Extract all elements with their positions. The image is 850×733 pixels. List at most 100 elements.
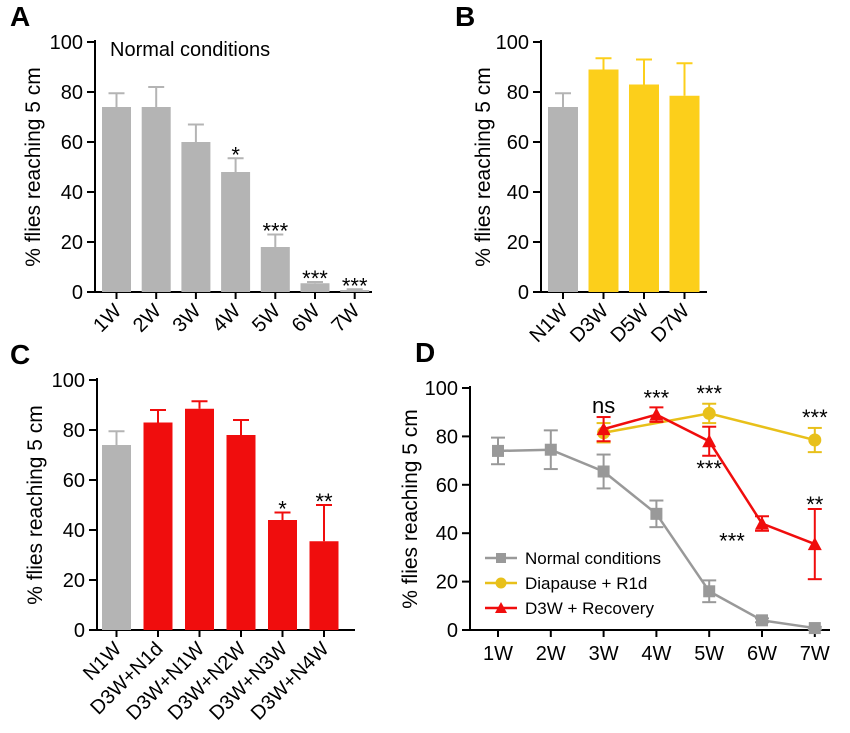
y-axis-label: % flies reaching 5 cm — [472, 67, 495, 267]
legend-marker — [495, 577, 507, 589]
significance-label: *** — [262, 219, 288, 244]
significance-label: *** — [802, 405, 828, 430]
panel-d: D 0 20 40 60 80 100% flies reaching 5 cm 1W 2W 3W… — [399, 337, 830, 665]
significance-label: * — [231, 142, 240, 167]
panel-letter: A — [10, 1, 30, 32]
panel-letter: B — [455, 1, 475, 32]
significance-label: ** — [315, 489, 333, 514]
legend-marker — [496, 553, 506, 563]
panel-a: A 0 20 40 60 80 100% flies reaching 5 cm 1W 2W 3W… — [10, 1, 372, 337]
bar — [300, 283, 330, 292]
significance-label: *** — [719, 528, 745, 553]
y-tick-label: 80 — [63, 420, 85, 442]
bar — [143, 422, 173, 630]
y-tick-label: 40 — [61, 182, 83, 204]
panel-letter: D — [415, 337, 435, 368]
x-tick-label: 1W — [89, 300, 126, 337]
panel-b: B 0 20 40 60 80 100% flies reaching 5 cm N1WD3W… — [455, 1, 707, 347]
x-tick-label: 6W — [288, 300, 325, 337]
bar — [260, 247, 290, 292]
x-tick-label: 5W — [694, 643, 724, 665]
y-tick-label: 40 — [436, 523, 458, 545]
bar — [309, 541, 339, 630]
y-tick-label: 80 — [436, 426, 458, 448]
bar — [181, 142, 211, 292]
y-tick-label: 60 — [436, 475, 458, 497]
y-tick-label: 20 — [436, 572, 458, 594]
bar — [221, 172, 251, 292]
x-tick-label: 3W — [589, 643, 619, 665]
bar — [102, 445, 131, 630]
legend-label: Diapause + R1d — [525, 574, 647, 593]
bar — [629, 84, 659, 292]
x-tick-label: D5W — [607, 300, 654, 347]
y-tick-label: 20 — [507, 232, 529, 254]
y-tick-label: 100 — [52, 370, 85, 392]
y-tick-label: 60 — [63, 470, 85, 492]
significance-label: ns — [592, 393, 615, 418]
y-tick-label: 60 — [507, 132, 529, 154]
x-tick-label: 2W — [129, 300, 166, 337]
data-point — [597, 465, 610, 478]
x-tick-label: N1W — [526, 300, 573, 347]
bar — [669, 95, 700, 292]
bar — [141, 107, 171, 292]
panel-letter: C — [10, 339, 30, 370]
x-tick-label: 7W — [327, 300, 364, 337]
y-tick-label: 100 — [50, 32, 83, 54]
y-tick-label: 60 — [61, 132, 83, 154]
data-point — [808, 433, 822, 447]
bar — [102, 107, 131, 292]
bar — [588, 69, 619, 292]
y-tick-label: 0 — [447, 620, 458, 642]
y-tick-label: 80 — [507, 82, 529, 104]
y-tick-label: 100 — [425, 378, 458, 400]
bar — [226, 435, 256, 630]
data-point — [755, 516, 769, 530]
y-tick-label: 0 — [518, 282, 529, 304]
y-tick-label: 40 — [63, 520, 85, 542]
significance-label: *** — [696, 456, 722, 481]
significance-label: *** — [644, 386, 670, 411]
y-tick-label: 0 — [72, 282, 83, 304]
legend-label: D3W + Recovery — [525, 599, 654, 618]
x-tick-label: D3W — [566, 300, 613, 347]
legend-marker — [495, 602, 507, 613]
data-point — [544, 443, 557, 456]
x-tick-label: 7W — [800, 643, 830, 665]
x-tick-label: 6W — [747, 643, 777, 665]
x-tick-label: 4W — [208, 300, 245, 337]
x-tick-label: 4W — [641, 643, 671, 665]
bar — [548, 107, 578, 292]
data-point — [703, 585, 716, 598]
bar — [185, 408, 214, 630]
y-axis-label: % flies reaching 5 cm — [22, 67, 45, 267]
chart-annotation: Normal conditions — [110, 39, 270, 61]
legend-label: Normal conditions — [525, 549, 661, 568]
data-point — [492, 444, 504, 457]
data-point — [808, 622, 821, 635]
y-tick-label: 20 — [63, 570, 85, 592]
bar — [268, 520, 297, 630]
y-tick-label: 40 — [507, 182, 529, 204]
data-point — [650, 507, 663, 520]
x-tick-label: D7W — [647, 300, 694, 347]
significance-label: ** — [806, 492, 824, 517]
x-tick-label: 1W — [483, 643, 513, 665]
data-point — [756, 614, 768, 627]
significance-label: *** — [696, 381, 722, 406]
significance-label: *** — [302, 266, 328, 291]
data-point — [702, 406, 716, 420]
y-tick-label: 100 — [496, 32, 529, 54]
data-point — [596, 422, 611, 436]
data-point — [702, 434, 717, 448]
y-axis-label: % flies reaching 5 cm — [399, 409, 422, 609]
x-tick-label: 2W — [536, 643, 566, 665]
bar — [340, 290, 370, 292]
data-point — [649, 407, 664, 421]
x-tick-label: 3W — [169, 300, 206, 337]
y-tick-label: 0 — [74, 620, 85, 642]
x-tick-label: 5W — [248, 300, 285, 337]
